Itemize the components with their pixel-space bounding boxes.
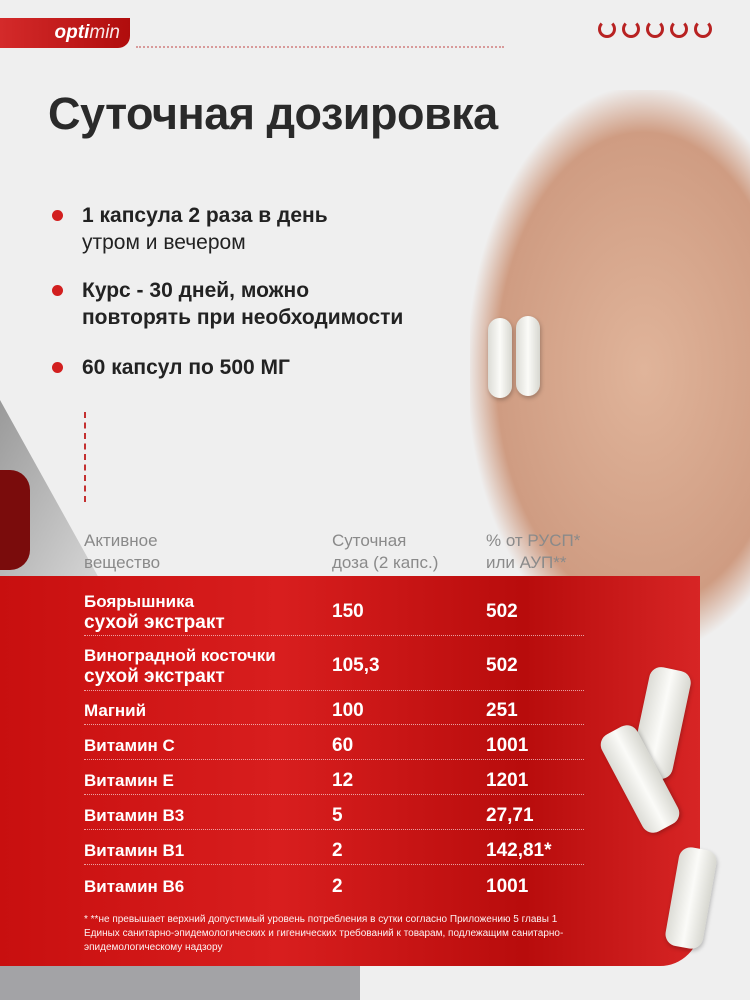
package-decoration bbox=[0, 470, 30, 570]
table-row: Боярышника сухой экстракт 150 502 bbox=[84, 588, 584, 636]
bullet-course: Курс - 30 дней, можно повторять при необх… bbox=[52, 277, 403, 331]
dose-value: 100 bbox=[332, 700, 364, 721]
percent-value: 142,81* bbox=[486, 840, 552, 861]
percent-value: 1001 bbox=[486, 735, 529, 756]
header-dose: Суточная доза (2 капс.) bbox=[332, 531, 439, 572]
capsule-image bbox=[516, 316, 540, 396]
percent-value: 502 bbox=[486, 655, 518, 676]
page-title: Суточная дозировка bbox=[48, 88, 498, 139]
sun-icons bbox=[598, 20, 712, 38]
table-row: Витамин Е 12 1201 bbox=[84, 767, 584, 795]
bullet-line: утром и вечером bbox=[82, 231, 246, 254]
sun-icon bbox=[598, 20, 616, 38]
logo-bold: opti bbox=[54, 22, 90, 43]
table-row: Витамин С 60 1001 bbox=[84, 732, 584, 760]
bullet-count: 60 капсул по 500 МГ bbox=[52, 354, 290, 381]
dose-value: 2 bbox=[332, 840, 343, 861]
sun-icon bbox=[646, 20, 664, 38]
substance-name: Магний bbox=[84, 701, 147, 720]
dose-value: 5 bbox=[332, 805, 343, 826]
percent-value: 1001 bbox=[486, 875, 529, 897]
footnote: * **не превышает верхний допустимый уров… bbox=[84, 914, 564, 953]
table-row: Виноградной косточки сухой экстракт 105,3 5… bbox=[84, 641, 584, 691]
substance-name: Витамин В3 bbox=[84, 806, 185, 825]
table-row: Магний 100 251 bbox=[84, 697, 584, 725]
substance-name: Витамин С bbox=[84, 736, 175, 755]
substance-name: Витамин Е bbox=[84, 771, 174, 790]
dose-value: 105,3 bbox=[332, 655, 380, 676]
substance-name: Витамин В6 bbox=[84, 876, 185, 896]
dose-value: 150 bbox=[332, 601, 364, 622]
dose-value: 12 bbox=[332, 770, 354, 791]
table-panel bbox=[0, 576, 700, 966]
bottom-gray-band bbox=[0, 966, 360, 1000]
bullet-line: 1 капсула 2 раза в день bbox=[82, 204, 328, 227]
percent-value: 27,71 bbox=[486, 805, 534, 826]
dose-value: 2 bbox=[332, 875, 343, 897]
header-substance: Активное вещество bbox=[84, 531, 161, 572]
brand-logo: opti min bbox=[0, 18, 130, 48]
bullet-line: Курс - 30 дней, можно bbox=[82, 279, 310, 302]
table-row: Витамин В1 2 142,81* bbox=[84, 837, 584, 865]
bullet-line: повторять при необходимости bbox=[82, 306, 404, 329]
capsule-image bbox=[488, 318, 512, 398]
dose-value: 60 bbox=[332, 735, 354, 756]
bullet-dosage: 1 капсула 2 раза в день утром и вечером bbox=[52, 202, 328, 256]
divider bbox=[136, 46, 504, 48]
percent-value: 1201 bbox=[486, 770, 529, 791]
sun-icon bbox=[670, 20, 688, 38]
dashed-divider bbox=[84, 412, 86, 502]
sun-icon bbox=[622, 20, 640, 38]
bullet-line: 60 капсул по 500 МГ bbox=[82, 356, 290, 379]
table-row: Витамин В6 2 1001 bbox=[84, 872, 584, 900]
logo-light: min bbox=[89, 22, 120, 43]
sun-icon bbox=[694, 20, 712, 38]
header-percent: % от РУСП* или АУП** bbox=[486, 531, 581, 572]
substance-name: Виноградной косточки сухой экстракт bbox=[84, 645, 276, 687]
percent-value: 502 bbox=[486, 601, 518, 622]
substance-name: Витамин В1 bbox=[84, 841, 185, 860]
substance-name: Боярышника сухой экстракт bbox=[84, 591, 225, 633]
table-row: Витамин В3 5 27,71 bbox=[84, 802, 584, 830]
percent-value: 251 bbox=[486, 700, 518, 721]
